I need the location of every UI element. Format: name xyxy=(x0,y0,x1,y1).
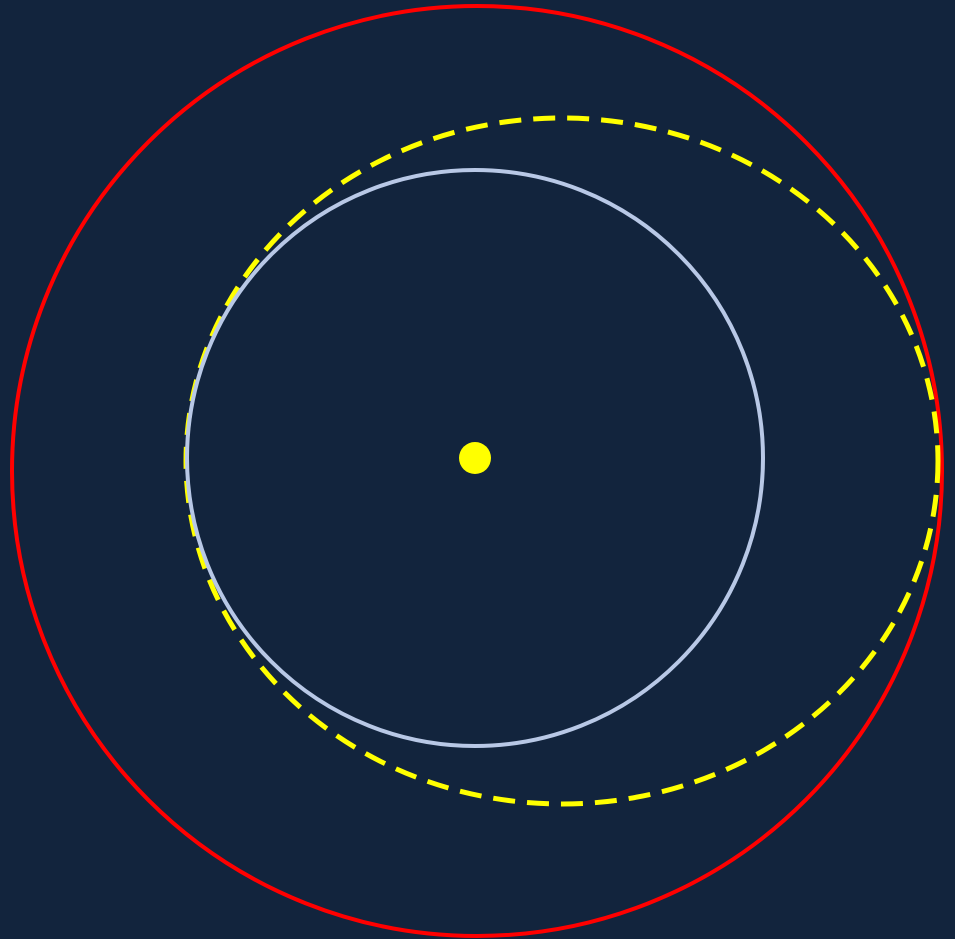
outer-orbit xyxy=(10,4,944,938)
inner-orbit xyxy=(185,168,765,748)
central-body xyxy=(459,442,491,474)
